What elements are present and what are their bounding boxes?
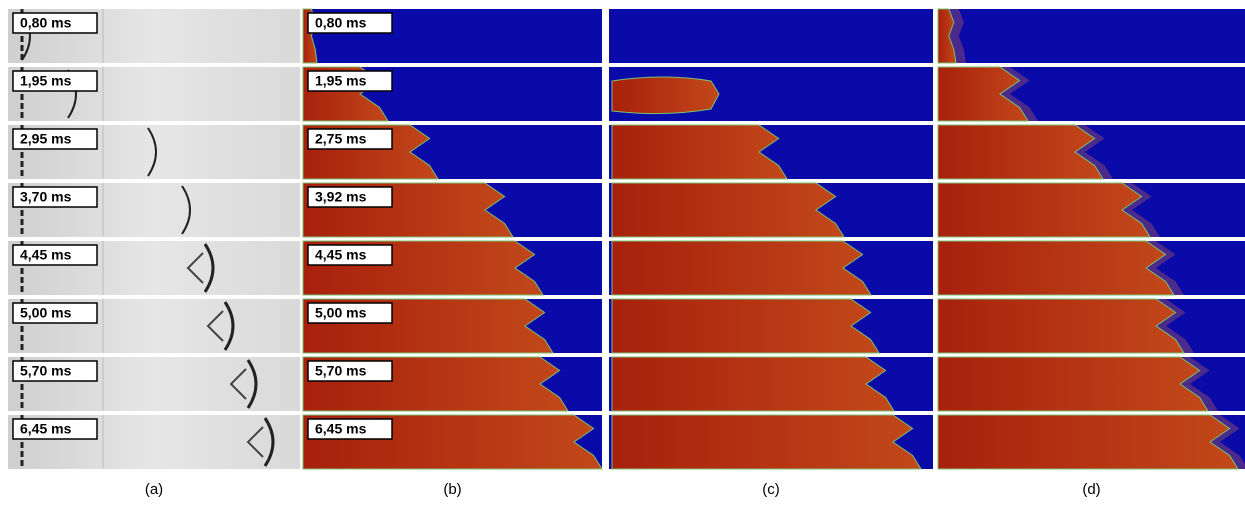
time-label: 5,00 ms [315, 305, 367, 321]
time-label: 0,80 ms [20, 15, 72, 31]
time-label: 6,45 ms [315, 421, 367, 437]
burned-region [938, 415, 1238, 469]
time-label: 2,75 ms [315, 131, 367, 147]
burned-region [612, 357, 894, 411]
figure: 0,80 ms 1,95 ms 2,95 ms 3,70 ms 4,45 ms 5,00 … [0, 0, 1245, 504]
time-label: 3,70 ms [20, 189, 72, 205]
burned-region [612, 415, 921, 469]
sim-background [938, 9, 1245, 63]
burned-region [612, 299, 879, 353]
time-label: 3,92 ms [315, 189, 367, 205]
time-label: 6,45 ms [20, 421, 72, 437]
burned-region [612, 241, 871, 295]
panel-caption: (d) [1082, 481, 1100, 498]
time-label: 4,45 ms [20, 247, 72, 263]
burned-region [938, 299, 1184, 353]
panel-caption: (a) [145, 481, 163, 498]
time-label: 1,95 ms [315, 73, 367, 89]
time-label: 5,00 ms [20, 305, 72, 321]
panel-caption: (b) [443, 481, 461, 498]
sim-background [609, 9, 933, 63]
panel-column: 0,80 ms 1,95 ms 2,95 ms 3,70 ms 4,45 ms 5,00 … [8, 9, 300, 498]
time-label: 2,95 ms [20, 131, 72, 147]
panel-column: (c) [609, 9, 933, 498]
time-label: 5,70 ms [20, 363, 72, 379]
burned-region [612, 77, 719, 114]
panel-column: 0,80 ms 1,95 ms 2,75 ms 3,92 ms 4,45 ms 5,00 … [303, 9, 602, 498]
time-label: 0,80 ms [315, 15, 367, 31]
panel-column: (d) [938, 9, 1245, 498]
panel-caption: (c) [762, 481, 780, 498]
time-label: 5,70 ms [315, 363, 367, 379]
time-label: 4,45 ms [315, 247, 367, 263]
burned-region [938, 357, 1208, 411]
burned-region [938, 241, 1174, 295]
burned-region [938, 183, 1150, 237]
burned-region [612, 183, 844, 237]
time-label: 1,95 ms [20, 73, 72, 89]
